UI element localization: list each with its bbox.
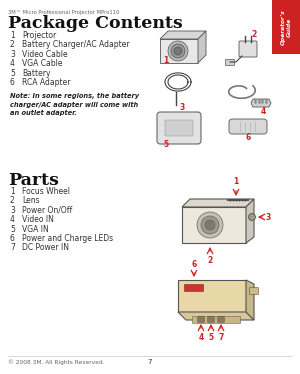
- Polygon shape: [160, 39, 198, 63]
- Text: Power and Charge LEDs: Power and Charge LEDs: [22, 234, 113, 243]
- Text: 3: 3: [179, 102, 184, 111]
- Text: 1: 1: [164, 55, 169, 64]
- Text: Lens: Lens: [22, 196, 40, 205]
- Circle shape: [205, 220, 215, 230]
- Text: 7: 7: [10, 243, 15, 252]
- Text: Video IN: Video IN: [22, 215, 54, 224]
- Text: Parts: Parts: [8, 172, 59, 188]
- Text: Battery Charger/AC Adapter: Battery Charger/AC Adapter: [22, 40, 130, 49]
- FancyBboxPatch shape: [226, 59, 235, 65]
- Text: Note: In some regions, the battery
charger/AC adapter will come with
an outlet a: Note: In some regions, the battery charg…: [10, 93, 139, 116]
- FancyBboxPatch shape: [272, 0, 300, 54]
- Polygon shape: [182, 199, 254, 207]
- Polygon shape: [246, 280, 254, 320]
- Text: 5: 5: [208, 333, 214, 342]
- Text: VGA IN: VGA IN: [22, 224, 49, 233]
- Text: 4: 4: [198, 333, 204, 342]
- Text: 6: 6: [191, 260, 196, 269]
- Text: 7: 7: [148, 359, 152, 365]
- Polygon shape: [178, 280, 246, 312]
- Polygon shape: [251, 99, 271, 107]
- Text: Projector: Projector: [22, 31, 56, 40]
- FancyBboxPatch shape: [192, 316, 240, 323]
- Text: 6: 6: [10, 234, 15, 243]
- Circle shape: [171, 44, 185, 58]
- Text: VGA Cable: VGA Cable: [22, 59, 62, 68]
- Circle shape: [174, 47, 182, 55]
- Text: Power On/Off: Power On/Off: [22, 205, 72, 215]
- Text: 1: 1: [10, 31, 15, 40]
- FancyBboxPatch shape: [157, 112, 201, 144]
- Text: 3: 3: [10, 205, 15, 215]
- Text: 6: 6: [245, 132, 250, 141]
- Text: 2: 2: [207, 256, 213, 265]
- Polygon shape: [160, 31, 206, 39]
- FancyBboxPatch shape: [239, 41, 257, 57]
- Text: Video Cable: Video Cable: [22, 49, 68, 58]
- Text: 6: 6: [10, 78, 15, 87]
- FancyBboxPatch shape: [218, 317, 224, 322]
- Text: 2: 2: [10, 196, 15, 205]
- Text: 4: 4: [10, 59, 15, 68]
- Text: DC Power IN: DC Power IN: [22, 243, 69, 252]
- Text: 2: 2: [251, 30, 256, 39]
- Circle shape: [168, 41, 188, 61]
- FancyBboxPatch shape: [250, 288, 259, 294]
- Polygon shape: [246, 199, 254, 243]
- Polygon shape: [182, 207, 246, 243]
- Text: 1: 1: [233, 177, 238, 186]
- Text: 7: 7: [218, 333, 224, 342]
- Text: 3: 3: [10, 49, 15, 58]
- Circle shape: [248, 214, 256, 221]
- FancyBboxPatch shape: [184, 285, 203, 291]
- Text: Operator’s
Guide: Operator’s Guide: [280, 9, 291, 45]
- Text: 5: 5: [10, 224, 15, 233]
- Text: 2: 2: [10, 40, 15, 49]
- Text: Battery: Battery: [22, 68, 50, 77]
- FancyBboxPatch shape: [229, 119, 267, 134]
- FancyBboxPatch shape: [165, 120, 193, 136]
- Text: 3M™ Micro Professional Projector MPro110: 3M™ Micro Professional Projector MPro110: [8, 9, 119, 15]
- Polygon shape: [178, 312, 254, 320]
- Text: RCA Adapter: RCA Adapter: [22, 78, 70, 87]
- FancyBboxPatch shape: [208, 317, 214, 322]
- Text: Package Contents: Package Contents: [8, 15, 183, 31]
- Text: 3: 3: [266, 212, 271, 221]
- FancyBboxPatch shape: [198, 317, 204, 322]
- Text: 1: 1: [10, 187, 15, 196]
- Text: 4: 4: [10, 215, 15, 224]
- Text: Focus Wheel: Focus Wheel: [22, 187, 70, 196]
- Circle shape: [197, 212, 223, 238]
- Text: 5: 5: [10, 68, 15, 77]
- Circle shape: [201, 216, 219, 234]
- Text: 4: 4: [260, 107, 266, 116]
- Text: © 2008 3M. All Rights Reserved.: © 2008 3M. All Rights Reserved.: [8, 359, 104, 365]
- Polygon shape: [198, 31, 206, 63]
- Text: 5: 5: [164, 140, 169, 148]
